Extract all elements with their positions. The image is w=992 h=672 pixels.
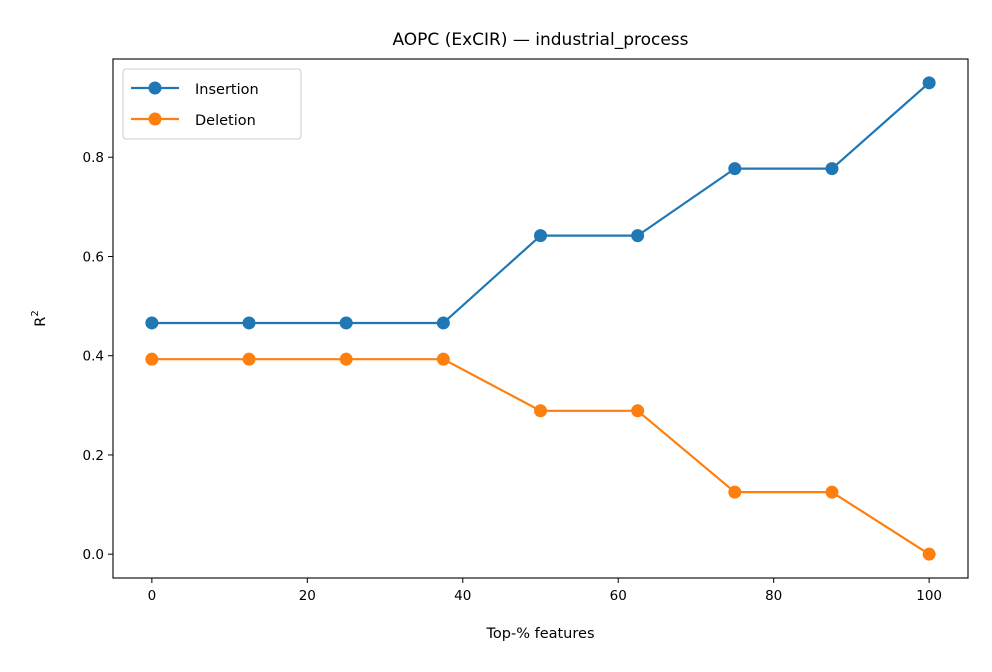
data-point-insertion [825, 162, 839, 176]
x-tick-label: 20 [299, 588, 316, 604]
data-point-deletion [242, 352, 256, 366]
chart-title: AOPC (ExCIR) — industrial_process [392, 30, 688, 50]
x-tick-label: 80 [765, 588, 782, 604]
data-point-deletion [436, 352, 450, 366]
data-point-deletion [825, 485, 839, 499]
y-axis-label-base: R [33, 317, 49, 327]
data-point-insertion [631, 229, 645, 243]
x-axis-label: Top-% features [486, 626, 595, 642]
data-point-deletion [922, 547, 936, 561]
legend-box [122, 68, 302, 140]
y-tick-label: 0.6 [83, 249, 104, 265]
data-point-insertion [534, 229, 547, 243]
y-tick-label: 0.0 [83, 547, 104, 563]
data-point-insertion [242, 316, 256, 330]
y-tick-label: 0.2 [83, 448, 104, 464]
data-point-deletion [631, 404, 645, 418]
data-point-insertion [436, 316, 450, 330]
legend-item-deletion: Deletion [131, 112, 256, 129]
data-point-deletion [728, 485, 742, 499]
legend-label-insertion: Insertion [195, 82, 259, 98]
legend-marker-insertion [148, 81, 162, 95]
data-point-insertion [145, 316, 159, 330]
data-point-deletion [534, 404, 547, 418]
x-axis: 0 20 40 60 80 100 [148, 578, 942, 604]
series-deletion [145, 352, 936, 561]
plot-frame [112, 58, 969, 579]
x-tick-label: 40 [454, 588, 471, 604]
legend-marker-deletion [148, 112, 162, 126]
x-tick-label: 100 [916, 588, 942, 604]
legend-item-insertion: Insertion [131, 81, 259, 98]
y-axis-label: R2 [30, 310, 49, 326]
y-axis-label-superscript: 2 [30, 310, 41, 316]
legend-label-deletion: Deletion [195, 113, 256, 129]
series-layer [145, 76, 936, 561]
data-point-deletion [339, 352, 353, 366]
data-point-insertion [339, 316, 353, 330]
y-tick-label: 0.8 [83, 150, 104, 166]
data-point-insertion [922, 76, 936, 90]
data-point-deletion [145, 352, 159, 366]
legend: Insertion Deletion [122, 68, 302, 140]
x-tick-label: 60 [610, 588, 627, 604]
data-point-insertion [728, 162, 742, 176]
x-tick-label: 0 [148, 588, 157, 604]
series-insertion [145, 76, 936, 330]
y-tick-label: 0.4 [83, 349, 104, 365]
y-axis: 0.0 0.2 0.4 0.6 0.8 [83, 150, 113, 563]
